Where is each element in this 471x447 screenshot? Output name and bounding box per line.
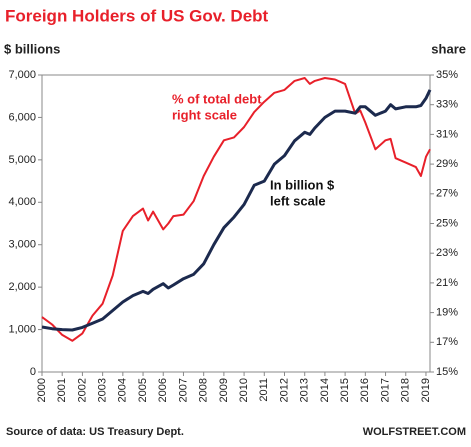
x-tick-label: 2009 (218, 378, 230, 402)
y2-tick-label: 15% (436, 366, 458, 378)
series-note: right scale (172, 107, 237, 122)
y-tick-label: 3,000 (8, 239, 36, 251)
y2-tick-label: 29% (436, 158, 458, 170)
y2-axis-label: share (431, 41, 466, 56)
y2-tick-label: 19% (436, 307, 458, 319)
source: Source of data: US Treasury Dept. (6, 426, 184, 438)
y-tick-label: 0 (30, 366, 36, 378)
series-line (41, 89, 432, 332)
series-line (41, 77, 431, 342)
x-tick-label: 2018 (400, 378, 412, 402)
x-tick-label: 2006 (157, 378, 169, 402)
y2-tick-label: 23% (436, 247, 458, 259)
x-tick-label: 2005 (137, 378, 149, 402)
x-tick-label: 2002 (76, 378, 88, 402)
x-tick-label: 2007 (177, 378, 189, 402)
y-tick-label: 4,000 (8, 196, 36, 208)
x-tick-label: 2010 (238, 378, 250, 402)
x-tick-label: 2000 (36, 378, 48, 402)
x-tick-label: 2012 (278, 378, 290, 402)
x-tick-label: 2004 (117, 378, 129, 402)
x-tick-label: 2013 (299, 378, 311, 402)
x-tick-label: 2015 (339, 378, 351, 402)
chart-title: Foreign Holders of US Gov. Debt (5, 6, 269, 25)
y2-tick-label: 25% (436, 217, 458, 229)
x-tick-label: 2019 (420, 378, 432, 402)
y-tick-label: 6,000 (8, 111, 36, 123)
x-tick-label: 2001 (56, 378, 68, 402)
y-axis-label: $ billions (4, 41, 60, 56)
x-tick-label: 2003 (97, 378, 109, 402)
x-tick-label: 2014 (319, 378, 331, 402)
x-tick-label: 2017 (379, 378, 391, 402)
series-label: In billion $ (270, 177, 335, 192)
y-tick-label: 2,000 (8, 281, 36, 293)
series-label: % of total debt (172, 91, 262, 106)
y2-tick-label: 21% (436, 277, 458, 289)
y2-tick-label: 35% (436, 69, 458, 81)
y2-tick-label: 31% (436, 128, 458, 140)
y2-tick-label: 27% (436, 188, 458, 200)
credit: WOLFSTREET.COM (363, 426, 466, 438)
series-note: left scale (270, 193, 326, 208)
y2-tick-label: 17% (436, 336, 458, 348)
x-tick-label: 2008 (198, 378, 210, 402)
y-tick-label: 1,000 (8, 323, 36, 335)
y2-tick-label: 33% (436, 99, 458, 111)
y-tick-label: 5,000 (8, 154, 36, 166)
x-tick-label: 2016 (359, 378, 371, 402)
x-tick-label: 2011 (258, 378, 270, 402)
y-tick-label: 7,000 (8, 69, 36, 81)
